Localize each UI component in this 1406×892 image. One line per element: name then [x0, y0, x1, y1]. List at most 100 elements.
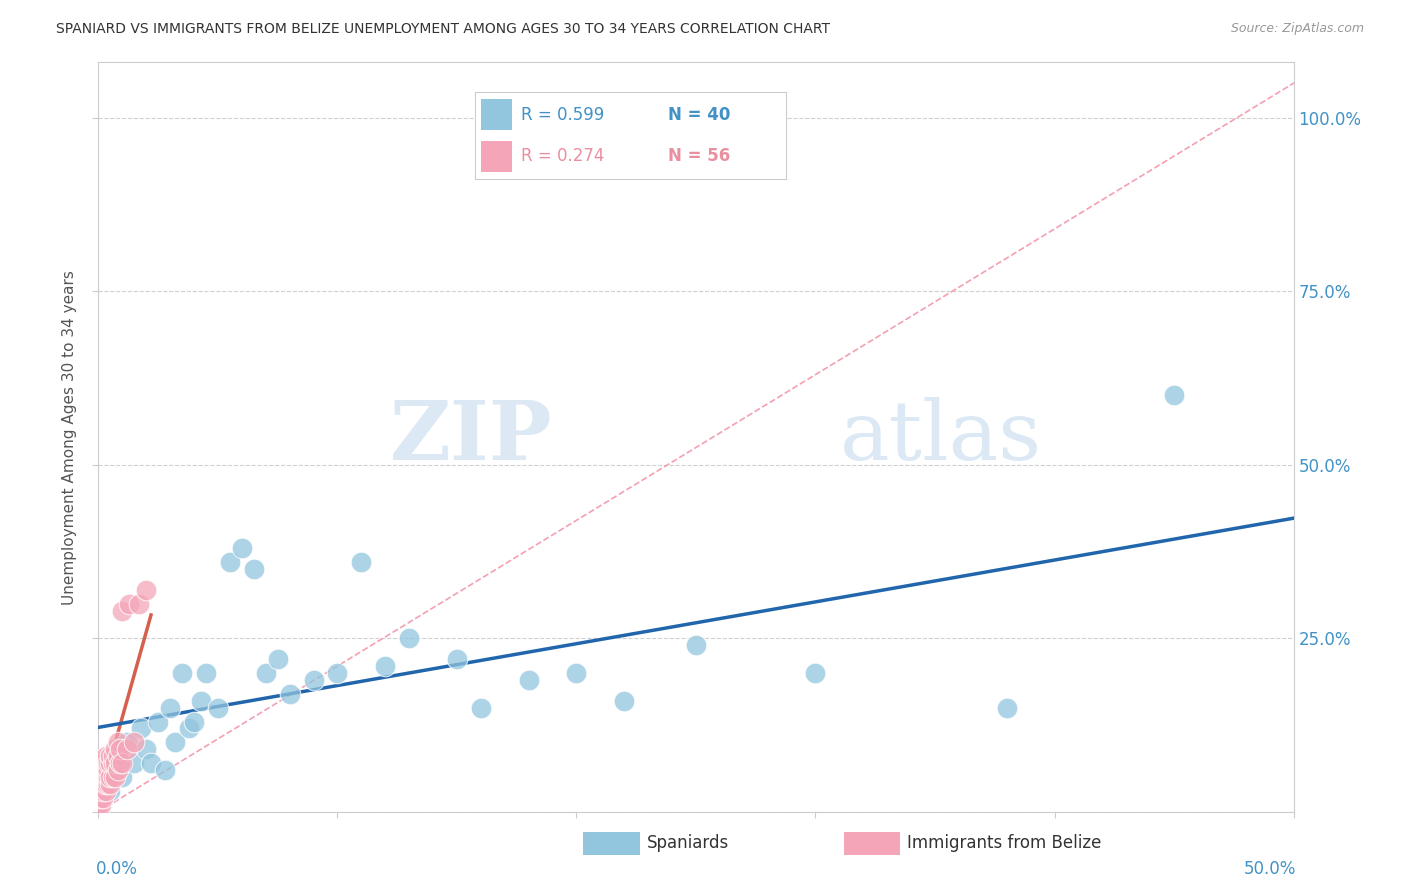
Point	[613, 694, 636, 708]
Text: Spaniards: Spaniards	[647, 834, 728, 853]
Point	[107, 749, 129, 764]
Point	[155, 763, 177, 777]
Point	[565, 665, 588, 680]
Point	[91, 763, 114, 777]
Point	[139, 756, 162, 771]
Point	[94, 784, 117, 798]
Text: SPANIARD VS IMMIGRANTS FROM BELIZE UNEMPLOYMENT AMONG AGES 30 TO 34 YEARS CORREL: SPANIARD VS IMMIGRANTS FROM BELIZE UNEMP…	[56, 22, 830, 37]
Point	[97, 770, 120, 784]
Point	[128, 597, 150, 611]
Point	[398, 632, 420, 646]
Point	[98, 770, 122, 784]
Point	[104, 770, 127, 784]
Text: ZIP: ZIP	[389, 397, 553, 477]
Point	[446, 652, 468, 666]
Point	[90, 777, 112, 791]
Point	[87, 790, 110, 805]
Point	[1163, 388, 1185, 402]
Point	[90, 756, 112, 771]
Point	[278, 687, 301, 701]
Point	[91, 777, 114, 791]
Point	[159, 700, 181, 714]
Point	[179, 722, 201, 736]
Y-axis label: Unemployment Among Ages 30 to 34 years: Unemployment Among Ages 30 to 34 years	[62, 269, 77, 605]
Point	[374, 659, 396, 673]
Point	[91, 784, 114, 798]
Point	[97, 763, 120, 777]
Point	[254, 665, 277, 680]
Point	[195, 665, 218, 680]
Point	[148, 714, 170, 729]
Point	[517, 673, 540, 687]
Point	[87, 805, 110, 819]
Point	[104, 756, 127, 771]
Point	[94, 777, 117, 791]
Point	[163, 735, 186, 749]
Point	[90, 784, 112, 798]
Point	[685, 638, 707, 652]
Point	[104, 742, 127, 756]
Point	[90, 797, 112, 812]
Point	[94, 770, 117, 784]
Point	[111, 756, 134, 771]
Point	[111, 770, 134, 784]
Point	[267, 652, 290, 666]
Point	[243, 562, 266, 576]
Point	[108, 742, 131, 756]
Point	[91, 756, 114, 771]
Point	[90, 763, 112, 777]
Point	[87, 805, 110, 819]
Point	[97, 756, 120, 771]
Point	[104, 749, 127, 764]
Point	[350, 555, 373, 569]
Point	[108, 756, 131, 771]
Point	[183, 714, 205, 729]
Point	[190, 694, 212, 708]
Point	[94, 749, 117, 764]
Point	[124, 735, 146, 749]
Point	[115, 742, 138, 756]
Point	[101, 770, 124, 784]
Point	[87, 797, 110, 812]
Point	[101, 749, 124, 764]
Point	[131, 722, 153, 736]
Point	[87, 777, 110, 791]
Point	[90, 770, 112, 784]
Point	[87, 790, 110, 805]
Text: 0.0%: 0.0%	[96, 861, 138, 879]
Point	[135, 742, 157, 756]
Text: 50.0%: 50.0%	[1243, 861, 1296, 879]
Point	[87, 777, 110, 791]
Text: Immigrants from Belize: Immigrants from Belize	[907, 834, 1101, 853]
Point	[115, 735, 138, 749]
Text: Source: ZipAtlas.com: Source: ZipAtlas.com	[1230, 22, 1364, 36]
Point	[90, 790, 112, 805]
Point	[91, 777, 114, 791]
Point	[98, 784, 122, 798]
Point	[98, 756, 122, 771]
Point	[118, 597, 141, 611]
Point	[326, 665, 349, 680]
Point	[207, 700, 229, 714]
Point	[87, 784, 110, 798]
Point	[94, 763, 117, 777]
Point	[231, 541, 253, 555]
Point	[172, 665, 194, 680]
Text: atlas: atlas	[839, 397, 1042, 477]
Point	[470, 700, 492, 714]
Point	[135, 582, 157, 597]
Point	[98, 777, 122, 791]
Point	[219, 555, 242, 569]
Point	[98, 749, 122, 764]
Point	[97, 763, 120, 777]
Point	[111, 603, 134, 617]
Point	[87, 797, 110, 812]
Point	[87, 805, 110, 819]
Point	[101, 756, 124, 771]
Point	[302, 673, 325, 687]
Point	[124, 756, 146, 771]
Point	[87, 784, 110, 798]
Point	[91, 790, 114, 805]
Point	[995, 700, 1018, 714]
Point	[107, 735, 129, 749]
